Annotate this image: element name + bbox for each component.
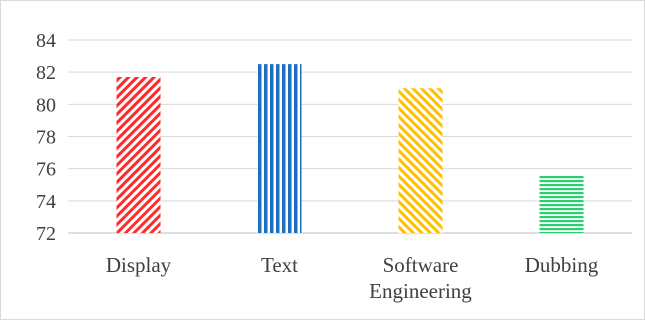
- bar-dubbing: [539, 175, 584, 233]
- y-tick-label-84: 84: [36, 30, 56, 52]
- y-tick-label-72: 72: [36, 223, 56, 245]
- bar-software-engineering: [398, 88, 443, 233]
- x-axis-category-labels: Display Text Software Engineering Dubbing: [106, 253, 599, 303]
- y-axis-tick-labels: 72 74 76 78 80 82 84: [36, 30, 56, 245]
- bar-text: [257, 64, 302, 233]
- x-category-label-software-engineering: Software Engineering: [369, 253, 472, 303]
- y-tick-label-80: 80: [36, 94, 56, 116]
- x-category-label-dubbing: Dubbing: [525, 253, 599, 277]
- y-tick-label-74: 74: [36, 191, 56, 213]
- y-tick-label-76: 76: [36, 159, 56, 181]
- bars: [116, 64, 584, 233]
- bar-display: [116, 76, 161, 233]
- gridlines: [68, 39, 632, 234]
- x-category-label-display: Display: [106, 253, 172, 277]
- x-category-label-text: Text: [261, 253, 298, 277]
- y-tick-label-82: 82: [36, 62, 56, 84]
- y-tick-label-78: 78: [36, 127, 56, 149]
